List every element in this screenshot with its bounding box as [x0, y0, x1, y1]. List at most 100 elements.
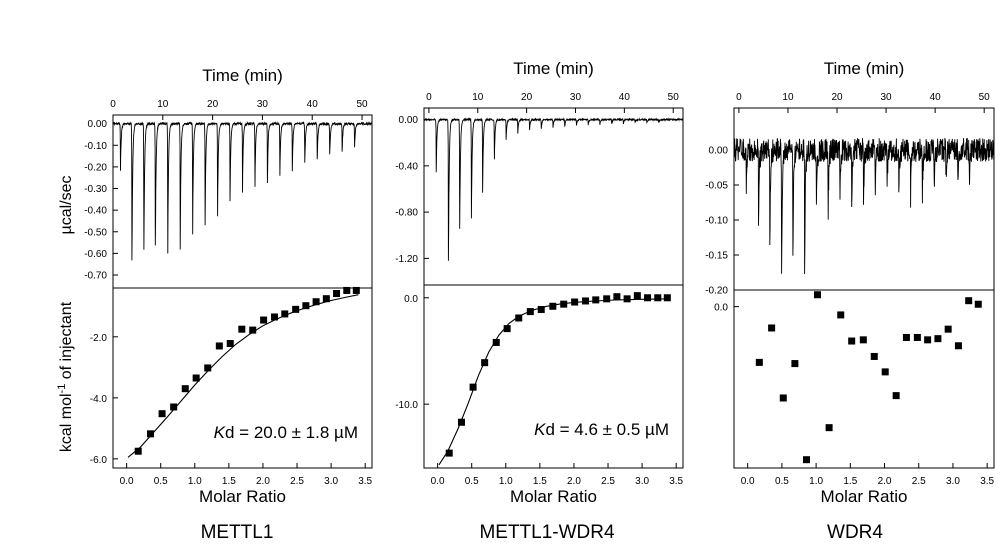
molar-ratio-axis-title: Molar Ratio: [199, 487, 286, 506]
isotherm-point: [592, 296, 600, 304]
isotherm-point: [238, 325, 246, 333]
panel-p2: 0 10 20 30 40 50 Time (min) 0.00 -0.05 -0.10 -0.15…: [705, 59, 994, 543]
isotherm-point: [859, 336, 867, 344]
kd-symbol: K: [534, 420, 546, 439]
enthalpy-tick-label: -4.0: [90, 394, 108, 405]
enthalpy-tick-label: 0.0: [404, 294, 418, 305]
isotherm-point: [803, 456, 811, 464]
power-tick-label: 0.00: [88, 119, 108, 130]
time-tick-label: 20: [831, 92, 843, 103]
isotherm-point: [537, 305, 545, 313]
molar-ratio-tick-label: 2.5: [912, 476, 926, 487]
kd-value: d = 20.0 ± 1.8 µM: [225, 423, 358, 442]
panel-p1: 0 10 20 30 40 50 Time (min) 0.00 -0.40 -0.80 -1.20…: [395, 59, 683, 543]
time-tick-label: 50: [979, 92, 991, 103]
isotherm-point: [469, 383, 477, 391]
time-tick-label: 10: [157, 99, 169, 110]
isotherm-point: [302, 302, 310, 310]
isotherm-point: [613, 293, 621, 301]
raw-plot-frame: [423, 107, 684, 286]
power-tick-label: -0.30: [84, 184, 107, 195]
isotherm-point: [515, 314, 523, 322]
molar-ratio-tick-label: 0.0: [741, 476, 755, 487]
molar-ratio-tick-label: 0.5: [154, 476, 168, 487]
molar-ratio-tick-label: 2.0: [256, 476, 270, 487]
molar-ratio-tick-label: 3.5: [358, 476, 372, 487]
isotherm-point: [322, 295, 330, 303]
molar-ratio-axis-title: Molar Ratio: [821, 487, 908, 506]
y-label-power: µcal/sec: [58, 175, 75, 234]
isotherm-point: [913, 333, 921, 341]
molar-ratio-tick-label: 0.0: [431, 476, 445, 487]
isotherm-point: [633, 292, 641, 300]
isotherm-point: [215, 342, 223, 350]
molar-ratio-tick-label: 3.0: [324, 476, 338, 487]
isotherm-point: [457, 418, 465, 426]
time-tick-label: 0: [110, 99, 116, 110]
power-tick-label: -0.05: [705, 181, 728, 192]
isotherm-plot-frame: [112, 287, 373, 469]
molar-ratio-tick-label: 3.5: [980, 476, 994, 487]
panel-caption: METTL1-WDR4: [479, 522, 615, 543]
power-tick-label: -0.50: [84, 227, 107, 238]
isotherm-point: [848, 337, 856, 345]
enthalpy-tick-label: -2.0: [90, 333, 108, 344]
time-tick-label: 10: [782, 92, 794, 103]
time-tick-label: 40: [930, 92, 942, 103]
isotherm-point: [768, 324, 776, 332]
isotherm-point: [881, 368, 889, 376]
molar-ratio-tick-label: 2.0: [878, 476, 892, 487]
isotherm-point: [292, 305, 300, 313]
panel-caption: WDR4: [827, 522, 883, 543]
power-tick-label: -0.10: [84, 141, 107, 152]
power-tick-label: 0.00: [709, 146, 729, 157]
isotherm-point: [654, 294, 662, 302]
time-tick-label: 40: [307, 99, 319, 110]
molar-ratio-tick-label: 1.5: [222, 476, 236, 487]
isotherm-point: [837, 311, 845, 319]
isotherm-point: [813, 291, 821, 299]
time-tick-label: 50: [356, 99, 368, 110]
molar-ratio-axis-title: Molar Ratio: [510, 487, 597, 506]
molar-ratio-tick-label: 1.0: [188, 476, 202, 487]
power-tick-label: -0.20: [84, 162, 107, 173]
binding-fit-curve: [127, 294, 359, 458]
isotherm-point: [146, 430, 154, 438]
isotherm-point: [603, 295, 611, 303]
time-tick-label: 0: [426, 92, 432, 103]
power-tick-label: -0.40: [395, 161, 418, 172]
time-tick-label: 10: [472, 92, 484, 103]
panel-caption: METTL1: [201, 522, 274, 543]
isotherm-point: [481, 359, 489, 367]
isotherm-point: [825, 424, 833, 432]
enthalpy-tick-label: 0.0: [714, 303, 728, 314]
isotherm-point: [192, 374, 200, 382]
isotherm-point: [333, 289, 341, 297]
molar-ratio-tick-label: 3.0: [635, 476, 649, 487]
isotherm-point: [226, 340, 234, 348]
isotherm-point: [249, 326, 257, 334]
molar-ratio-tick-label: 0.5: [775, 476, 789, 487]
molar-ratio-tick-label: 2.5: [290, 476, 304, 487]
molar-ratio-tick-label: 0.0: [120, 476, 134, 487]
isotherm-point: [312, 298, 320, 306]
power-tick-label: 0.00: [399, 115, 419, 126]
isotherm-point: [170, 403, 178, 411]
isotherm-point: [892, 392, 900, 400]
molar-ratio-tick-label: 1.5: [843, 476, 857, 487]
time-axis-title: Time (min): [202, 66, 283, 85]
isotherm-point: [560, 300, 568, 308]
molar-ratio-tick-label: 3.5: [669, 476, 683, 487]
isotherm-point: [204, 364, 212, 372]
kd-value: d = 4.6 ± 0.5 µM: [545, 420, 669, 439]
isotherm-point: [571, 298, 579, 306]
power-tick-label: -0.80: [395, 208, 418, 219]
isotherm-point: [870, 352, 878, 360]
isotherm-point: [965, 297, 973, 305]
time-tick-label: 30: [881, 92, 893, 103]
isotherm-point: [644, 294, 652, 302]
molar-ratio-tick-label: 2.5: [601, 476, 615, 487]
isotherm-point: [944, 325, 952, 333]
isotherm-point: [974, 300, 982, 308]
time-tick-label: 50: [668, 92, 680, 103]
